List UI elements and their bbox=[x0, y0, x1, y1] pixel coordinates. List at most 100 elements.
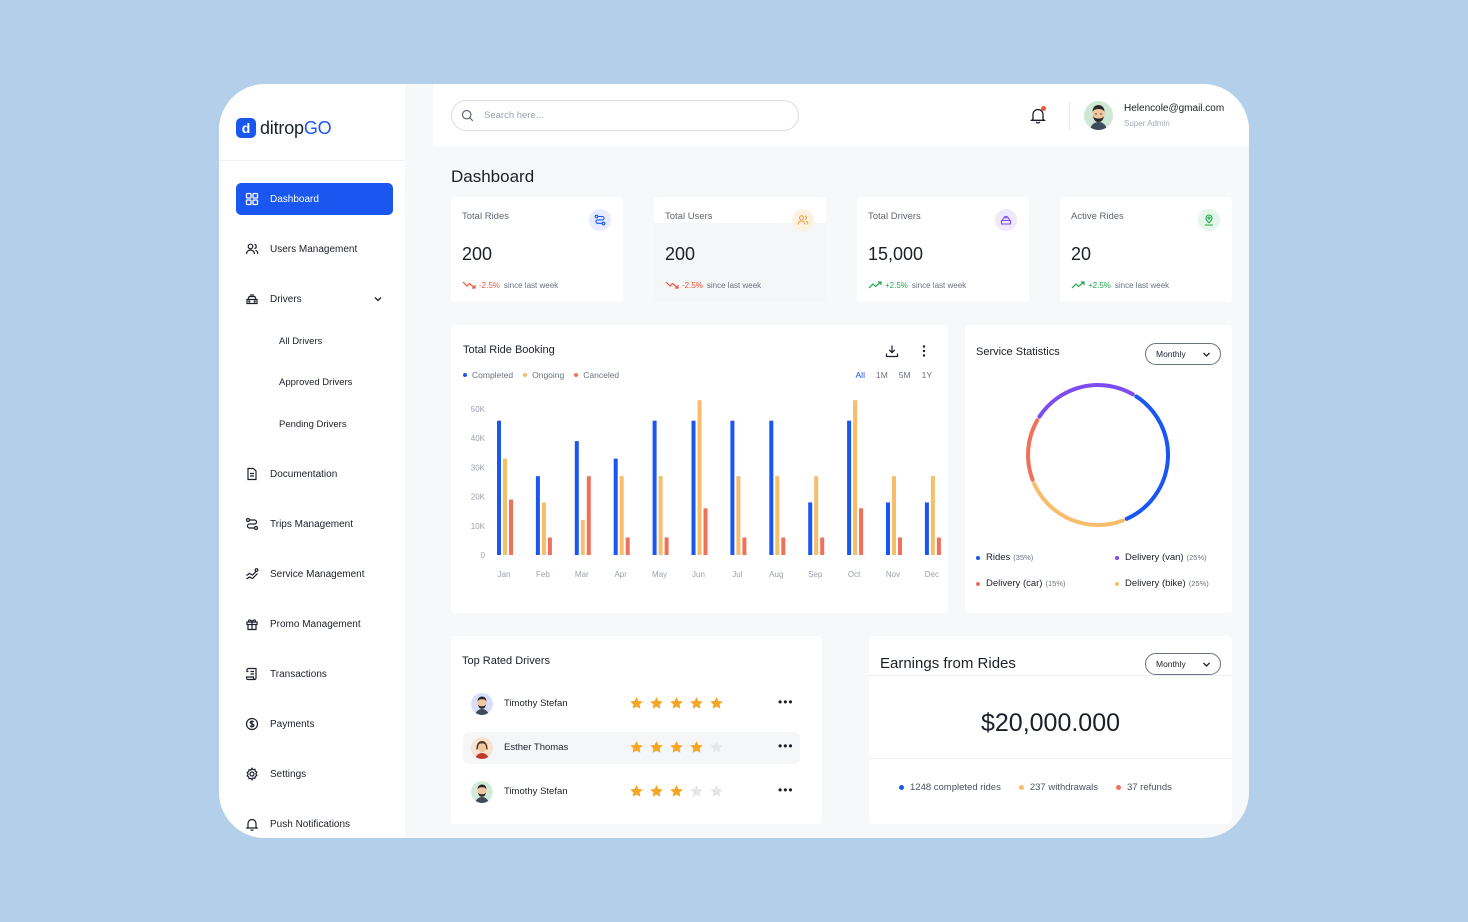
more-vertical-icon[interactable] bbox=[917, 344, 931, 358]
bar-canceled[interactable] bbox=[936, 537, 941, 555]
sidebar-item-service-management[interactable]: Service Management bbox=[236, 558, 393, 590]
bar-canceled[interactable] bbox=[586, 476, 591, 555]
bar-completed[interactable] bbox=[497, 420, 501, 555]
driver-name: Esther Thomas bbox=[504, 742, 569, 753]
bar-canceled[interactable] bbox=[625, 537, 630, 555]
star-filled-icon bbox=[690, 697, 703, 709]
donut-slice[interactable] bbox=[1124, 394, 1170, 521]
more-options-icon[interactable]: ••• bbox=[778, 783, 794, 797]
driver-row[interactable]: Timothy Stefan ••• bbox=[463, 776, 800, 808]
earnings-period-dropdown[interactable]: Monthly bbox=[1145, 653, 1221, 675]
bar-completed[interactable] bbox=[613, 458, 618, 555]
range-1y[interactable]: 1Y bbox=[921, 370, 932, 380]
driver-row[interactable]: Esther Thomas ••• bbox=[463, 732, 800, 764]
stat-card-active-rides[interactable]: Active Rides 20 +2.5% since last week bbox=[1060, 197, 1232, 302]
bar-canceled[interactable] bbox=[859, 508, 864, 555]
range-5m[interactable]: 5M bbox=[898, 370, 911, 380]
bar-canceled[interactable] bbox=[547, 537, 552, 555]
stat-card-total-rides[interactable]: Total Rides 200 -2.5% since last week bbox=[451, 197, 623, 302]
driver-avatar bbox=[471, 693, 493, 715]
bar-ongoing[interactable] bbox=[503, 458, 507, 555]
sidebar-item-label: Users Management bbox=[270, 243, 358, 255]
donut-slice[interactable] bbox=[1026, 418, 1040, 482]
sidebar-item-trips-management[interactable]: Trips Management bbox=[236, 508, 393, 540]
bar-completed[interactable] bbox=[808, 502, 813, 555]
legend-canceled[interactable]: Canceled bbox=[574, 370, 619, 380]
bar-completed[interactable] bbox=[652, 420, 657, 555]
sidebar-subitem-approved-drivers[interactable]: Approved Drivers bbox=[279, 377, 353, 388]
brand-name-suffix: GO bbox=[303, 117, 332, 138]
legend-completed[interactable]: Completed bbox=[463, 370, 513, 380]
bar-ongoing[interactable] bbox=[930, 476, 935, 555]
card-title: Service Statistics bbox=[976, 346, 1060, 358]
chevron-down-icon[interactable] bbox=[373, 294, 383, 304]
bar-completed[interactable] bbox=[574, 441, 579, 555]
stat-value: 15,000 bbox=[868, 244, 924, 264]
notifications-button[interactable] bbox=[1029, 106, 1047, 124]
range-1m[interactable]: 1M bbox=[875, 370, 888, 380]
card-title: Total Ride Booking bbox=[463, 344, 555, 356]
user-avatar[interactable] bbox=[1084, 101, 1113, 130]
bar-completed[interactable] bbox=[730, 420, 735, 555]
sidebar-item-drivers[interactable]: Drivers bbox=[236, 283, 393, 315]
sidebar-item-users-management[interactable]: Users Management bbox=[236, 233, 393, 265]
star-filled-icon bbox=[670, 697, 683, 709]
stat-trend: +2.5% since last week bbox=[868, 280, 966, 290]
bar-ongoing[interactable] bbox=[736, 476, 741, 555]
sidebar-item-transactions[interactable]: Transactions bbox=[236, 658, 393, 690]
sidebar-subitem-all-drivers[interactable]: All Drivers bbox=[279, 336, 323, 347]
bar-completed[interactable] bbox=[691, 420, 696, 555]
service-period-dropdown[interactable]: Monthly bbox=[1145, 343, 1221, 365]
more-options-icon[interactable]: ••• bbox=[778, 739, 794, 753]
sidebar-subitem-pending-drivers[interactable]: Pending Drivers bbox=[279, 419, 347, 430]
x-tick-label: May bbox=[652, 570, 667, 579]
bar-ongoing[interactable] bbox=[541, 502, 546, 555]
star-filled-icon bbox=[630, 785, 643, 797]
more-options-icon[interactable]: ••• bbox=[778, 695, 794, 709]
bar-completed[interactable] bbox=[535, 476, 540, 555]
bar-ongoing[interactable] bbox=[697, 400, 702, 555]
bar-ongoing[interactable] bbox=[853, 400, 858, 555]
bar-ongoing[interactable] bbox=[775, 476, 780, 555]
download-icon[interactable] bbox=[885, 344, 899, 358]
donut-slice[interactable] bbox=[1032, 481, 1125, 527]
bar-canceled[interactable] bbox=[820, 537, 825, 555]
bar-ongoing[interactable] bbox=[658, 476, 663, 555]
bar-canceled[interactable] bbox=[742, 537, 747, 555]
bar-completed[interactable] bbox=[769, 420, 774, 555]
sidebar-item-push-notifications[interactable]: Push Notifications bbox=[236, 808, 393, 838]
bar-canceled[interactable] bbox=[509, 499, 513, 555]
bar-ongoing[interactable] bbox=[580, 519, 585, 555]
bar-ongoing[interactable] bbox=[619, 476, 624, 555]
driver-row[interactable]: Timothy Stefan ••• bbox=[463, 688, 800, 720]
x-tick-label: Oct bbox=[848, 570, 861, 579]
sidebar-item-payments[interactable]: Payments bbox=[236, 708, 393, 740]
search-box[interactable] bbox=[451, 100, 799, 131]
bar-canceled[interactable] bbox=[781, 537, 786, 555]
bar-completed[interactable] bbox=[886, 502, 890, 555]
stat-card-total-drivers[interactable]: Total Drivers 15,000 +2.5% since last we… bbox=[857, 197, 1029, 302]
bar-ongoing[interactable] bbox=[892, 476, 896, 555]
bar-ongoing[interactable] bbox=[814, 476, 819, 555]
bar-completed[interactable] bbox=[847, 420, 852, 555]
bar-completed[interactable] bbox=[924, 502, 929, 555]
donut-slice[interactable] bbox=[1037, 383, 1135, 419]
grid-icon bbox=[245, 192, 259, 206]
gear-icon bbox=[245, 767, 259, 781]
stat-value: 200 bbox=[462, 244, 493, 264]
sidebar-item-label: Documentation bbox=[270, 468, 338, 480]
legend-ongoing[interactable]: Ongoing bbox=[523, 370, 564, 380]
route-icon bbox=[589, 209, 611, 231]
search-input[interactable] bbox=[484, 110, 774, 121]
bar-canceled[interactable] bbox=[664, 537, 669, 555]
bar-canceled[interactable] bbox=[898, 537, 902, 555]
sidebar-item-dashboard[interactable]: Dashboard bbox=[236, 183, 393, 215]
sidebar-item-documentation[interactable]: Documentation bbox=[236, 458, 393, 490]
bar-canceled[interactable] bbox=[703, 508, 708, 555]
range-all[interactable]: All bbox=[855, 370, 865, 380]
trend-down-icon bbox=[462, 281, 476, 289]
sidebar-item-promo-management[interactable]: Promo Management bbox=[236, 608, 393, 640]
brand-logo[interactable]: d ditropGO bbox=[236, 117, 332, 138]
sidebar-item-settings[interactable]: Settings bbox=[236, 758, 393, 790]
stat-card-total-users[interactable]: Total Users 200 -2.5% since last week bbox=[654, 197, 826, 302]
